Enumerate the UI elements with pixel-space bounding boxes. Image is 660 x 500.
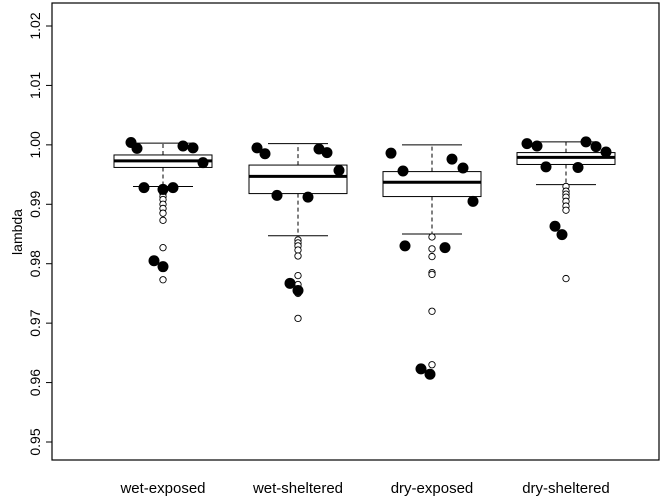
- observed-point: [138, 182, 150, 194]
- observed-point: [197, 157, 209, 169]
- outlier-point: [428, 361, 436, 369]
- outlier-point: [294, 314, 302, 323]
- outlier-point: [159, 244, 167, 252]
- point-group: [125, 136, 612, 380]
- y-tick-label: 0.95: [27, 428, 43, 455]
- observed-point: [531, 140, 543, 152]
- observed-point: [600, 146, 612, 158]
- box-dry-exposed: [382, 144, 482, 369]
- y-tick-label: 1.02: [27, 12, 43, 39]
- outlier-point: [159, 209, 167, 217]
- observed-point: [580, 136, 592, 148]
- outlier-point: [294, 271, 302, 280]
- y-axis-title: lambda: [9, 209, 25, 255]
- observed-point: [187, 142, 199, 154]
- y-tick-label: 0.98: [27, 250, 43, 277]
- observed-point: [302, 191, 314, 203]
- observed-point: [439, 242, 451, 254]
- interquartile-box: [382, 171, 482, 198]
- observed-point: [556, 229, 568, 241]
- box-dry-sheltered: [516, 141, 616, 283]
- x-category-label: wet-sheltered: [252, 480, 343, 497]
- observed-point: [521, 138, 533, 150]
- observed-point: [148, 255, 160, 267]
- observed-point: [167, 182, 179, 194]
- outlier-point: [428, 245, 436, 253]
- observed-point: [157, 183, 169, 195]
- observed-point: [549, 220, 561, 232]
- outlier-point: [562, 206, 570, 214]
- outlier-point: [428, 307, 436, 315]
- outlier-point: [428, 270, 436, 279]
- outlier-point: [294, 246, 302, 254]
- observed-point: [424, 368, 436, 380]
- observed-point: [590, 141, 602, 153]
- y-tick-label: 0.96: [27, 369, 43, 396]
- outlier-point: [428, 233, 436, 241]
- observed-point: [292, 284, 304, 296]
- observed-point: [259, 148, 271, 160]
- y-axis: 0.95 0.96 0.97 0.98 0.99 1.00 1.01 1.02: [27, 12, 52, 456]
- observed-point: [467, 195, 479, 207]
- observed-point: [284, 277, 296, 289]
- outlier-point: [294, 252, 302, 260]
- outlier-point: [159, 216, 167, 224]
- observed-point: [397, 165, 409, 177]
- observed-point: [572, 161, 584, 173]
- x-category-label: dry-exposed: [391, 480, 474, 497]
- x-axis-labels: wet-exposed wet-sheltered dry-exposed dry-s…: [119, 480, 609, 497]
- observed-point: [333, 164, 345, 176]
- observed-point: [399, 240, 411, 252]
- y-tick-label: 1.01: [27, 72, 43, 99]
- observed-point: [415, 363, 427, 375]
- observed-point: [177, 140, 189, 152]
- box-group: [113, 141, 616, 369]
- x-category-label: wet-exposed: [119, 480, 205, 497]
- observed-point: [271, 189, 283, 201]
- observed-point: [321, 147, 333, 159]
- plot-frame: [51, 2, 660, 461]
- y-tick-label: 0.97: [27, 309, 43, 336]
- outlier-point: [159, 276, 167, 284]
- observed-point: [131, 142, 143, 154]
- observed-point: [540, 161, 552, 173]
- observed-point: [157, 261, 169, 273]
- observed-point: [251, 142, 263, 154]
- observed-point: [385, 147, 397, 159]
- observed-point: [457, 162, 469, 174]
- outlier-point: [562, 274, 570, 283]
- observed-point: [446, 153, 458, 165]
- interquartile-box: [248, 164, 348, 195]
- y-tick-label: 1.00: [27, 131, 43, 158]
- x-category-label: dry-sheltered: [522, 480, 610, 497]
- y-tick-label: 0.99: [27, 190, 43, 217]
- outlier-point: [428, 252, 436, 261]
